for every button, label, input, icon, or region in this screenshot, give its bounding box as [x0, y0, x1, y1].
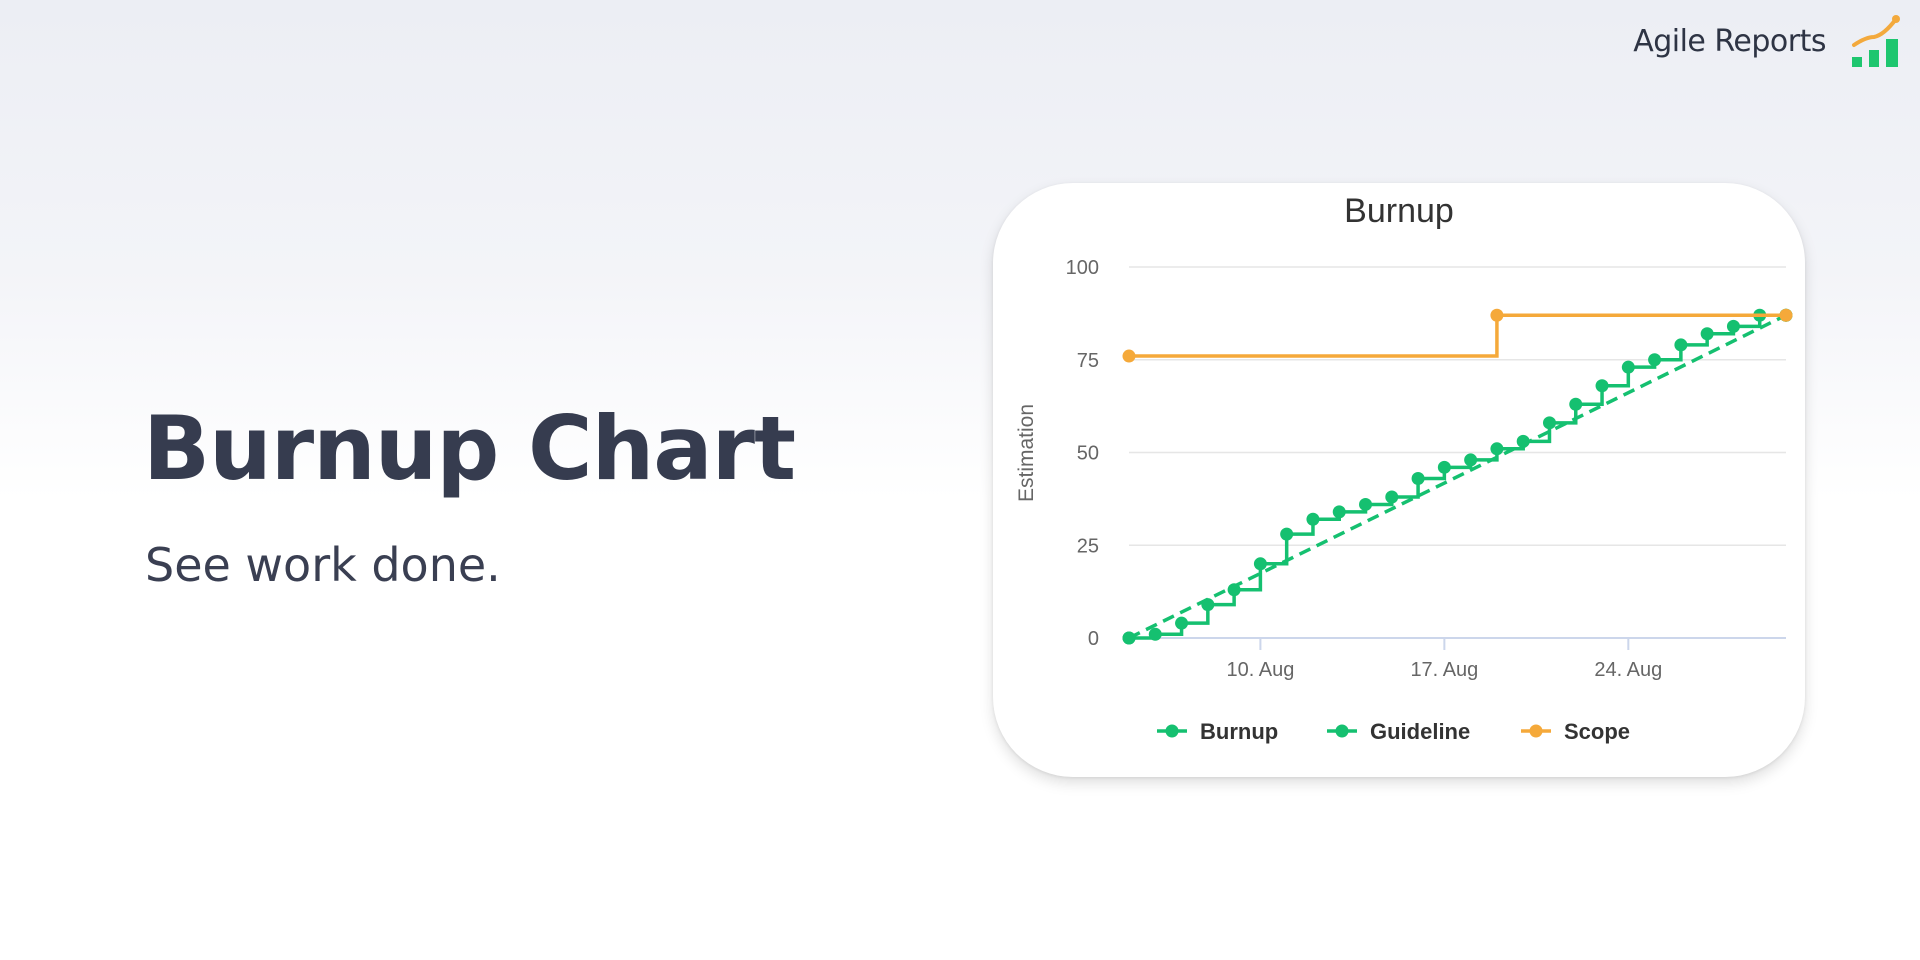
data-point-burnup-21	[1674, 338, 1688, 352]
series-line-guideline	[1128, 313, 1787, 640]
y-tick-label-3: 75	[1077, 350, 1099, 372]
data-point-guideline-0	[1122, 631, 1136, 645]
data-point-burnup-11	[1411, 471, 1425, 485]
y-axis-label: Estimation	[1015, 404, 1038, 502]
data-point-scope-1	[1490, 308, 1504, 322]
data-point-burnup-23	[1726, 319, 1740, 333]
data-point-burnup-12	[1437, 460, 1451, 474]
legend-marker-scope	[1529, 724, 1543, 738]
chart-card: Burnup Estimation 0 25 50 75 100 10. Aug 17. A…	[993, 183, 1805, 777]
chart-growth-icon	[1852, 15, 1900, 67]
data-point-burnup-5	[1253, 557, 1267, 571]
y-tick-label-0: 0	[1088, 628, 1099, 650]
data-point-burnup-17	[1569, 397, 1583, 411]
data-point-burnup-16	[1542, 416, 1556, 430]
data-point-burnup-1	[1148, 627, 1162, 641]
data-point-scope-2	[1779, 308, 1793, 322]
data-point-burnup-19	[1621, 360, 1635, 374]
data-point-burnup-18	[1595, 379, 1609, 393]
burnup-chart: Burnup Estimation 0 25 50 75 100 10. Aug 17. A…	[1015, 192, 1793, 744]
data-point-burnup-22	[1700, 327, 1714, 341]
legend-marker-guideline	[1335, 724, 1349, 738]
data-point-burnup-2	[1175, 616, 1189, 630]
x-tick-label-0: 10. Aug	[1226, 659, 1294, 681]
x-tick-label-1: 17. Aug	[1410, 659, 1478, 681]
data-point-burnup-13	[1464, 453, 1478, 467]
data-point-burnup-7	[1306, 512, 1320, 526]
series-line-scope	[1129, 313, 1786, 358]
chart-title: Burnup	[1344, 192, 1454, 230]
legend-label-scope: Scope	[1564, 719, 1630, 744]
data-point-burnup-9	[1359, 497, 1373, 511]
data-point-burnup-8	[1332, 505, 1346, 519]
brand-name: Agile Reports	[1633, 23, 1826, 59]
legend-label-burnup: Burnup	[1200, 719, 1278, 744]
brand-header: Agile Reports	[1633, 8, 1904, 74]
y-tick-label-4: 100	[1066, 257, 1099, 279]
y-tick-label-1: 25	[1077, 535, 1099, 557]
data-point-burnup-14	[1490, 442, 1504, 456]
hero-title: Burnup Chart	[143, 397, 796, 500]
legend-marker-burnup	[1165, 724, 1179, 738]
y-tick-label-2: 50	[1077, 443, 1099, 465]
data-point-burnup-6	[1280, 527, 1294, 541]
data-point-burnup-10	[1385, 490, 1399, 504]
data-point-scope-0	[1122, 349, 1136, 363]
x-tick-label-2: 24. Aug	[1594, 659, 1662, 681]
data-point-burnup-20	[1648, 353, 1662, 367]
hero-subtitle: See work done.	[145, 538, 501, 592]
legend-label-guideline: Guideline	[1370, 719, 1470, 744]
